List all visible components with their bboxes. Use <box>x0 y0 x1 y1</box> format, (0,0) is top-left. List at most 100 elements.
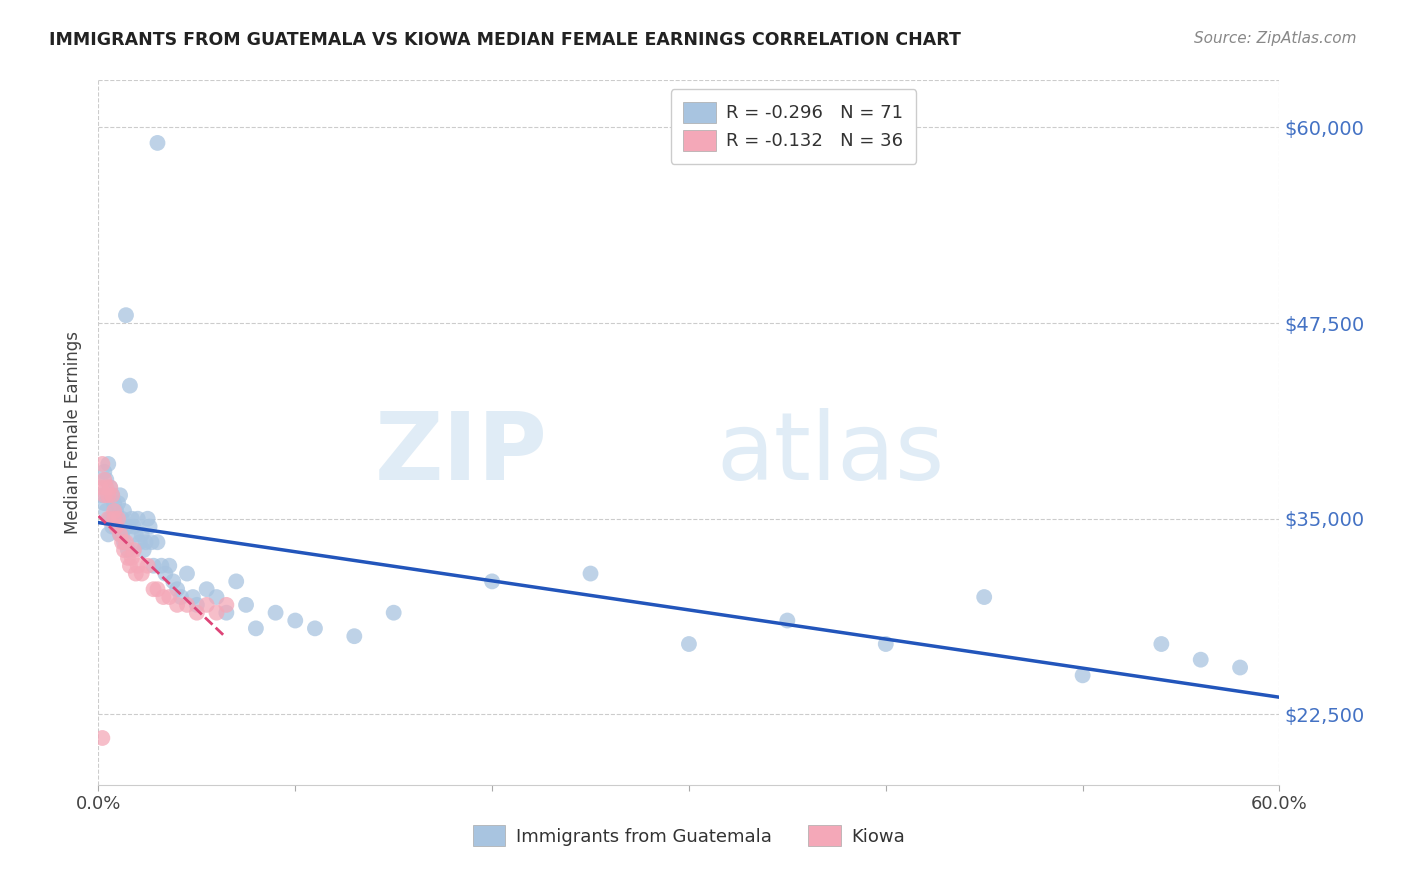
Point <box>166 598 188 612</box>
Point <box>91 488 114 502</box>
Point <box>152 590 174 604</box>
Point <box>136 558 159 573</box>
Point <box>186 606 208 620</box>
Point <box>121 512 143 526</box>
Point <box>157 590 180 604</box>
Point <box>112 543 135 558</box>
Point <box>264 606 287 620</box>
Point <box>111 535 134 549</box>
Point <box>91 457 114 471</box>
Point <box>91 731 114 745</box>
Point <box>205 606 228 620</box>
Point <box>96 504 118 518</box>
Point <box>127 512 149 526</box>
Point <box>141 535 163 549</box>
Point <box>127 558 149 573</box>
Point <box>205 590 228 604</box>
Point <box>166 582 188 597</box>
Point <box>107 512 129 526</box>
Point <box>304 621 326 635</box>
Point <box>98 480 121 494</box>
Point <box>973 590 995 604</box>
Point <box>142 582 165 597</box>
Point <box>245 621 267 635</box>
Point <box>107 496 129 510</box>
Point <box>131 566 153 581</box>
Point <box>115 535 138 549</box>
Point <box>118 558 141 573</box>
Legend: Immigrants from Guatemala, Kiowa: Immigrants from Guatemala, Kiowa <box>465 818 912 854</box>
Point <box>121 550 143 565</box>
Point <box>111 527 134 541</box>
Point <box>132 543 155 558</box>
Point <box>284 614 307 628</box>
Point <box>112 504 135 518</box>
Point <box>103 512 125 526</box>
Point <box>162 574 184 589</box>
Point <box>125 527 148 541</box>
Point <box>112 535 135 549</box>
Point <box>97 527 120 541</box>
Point <box>170 590 193 604</box>
Point <box>131 527 153 541</box>
Point <box>117 519 139 533</box>
Point <box>101 488 124 502</box>
Y-axis label: Median Female Earnings: Median Female Earnings <box>65 331 83 534</box>
Point <box>128 535 150 549</box>
Point <box>195 598 218 612</box>
Point <box>146 582 169 597</box>
Point <box>117 550 139 565</box>
Point <box>97 512 120 526</box>
Point <box>195 582 218 597</box>
Point <box>98 512 121 526</box>
Point <box>122 519 145 533</box>
Text: IMMIGRANTS FROM GUATEMALA VS KIOWA MEDIAN FEMALE EARNINGS CORRELATION CHART: IMMIGRANTS FROM GUATEMALA VS KIOWA MEDIA… <box>49 31 962 49</box>
Point <box>382 606 405 620</box>
Point <box>101 488 124 502</box>
Point <box>93 496 115 510</box>
Point <box>118 378 141 392</box>
Point <box>103 504 125 518</box>
Text: atlas: atlas <box>717 408 945 500</box>
Point <box>107 512 129 526</box>
Point <box>96 473 118 487</box>
Point <box>138 519 160 533</box>
Point <box>115 308 138 322</box>
Point <box>235 598 257 612</box>
Point <box>103 512 125 526</box>
Point <box>98 480 121 494</box>
Point <box>225 574 247 589</box>
Point <box>215 606 238 620</box>
Point <box>155 566 177 581</box>
Point <box>579 566 602 581</box>
Point <box>875 637 897 651</box>
Point <box>93 473 115 487</box>
Point <box>150 558 173 573</box>
Point <box>157 558 180 573</box>
Point <box>1150 637 1173 651</box>
Point <box>186 598 208 612</box>
Point <box>678 637 700 651</box>
Point <box>105 519 128 533</box>
Point <box>146 535 169 549</box>
Point <box>108 488 131 502</box>
Point <box>135 535 157 549</box>
Point <box>89 480 111 494</box>
Point <box>125 566 148 581</box>
Point <box>176 598 198 612</box>
Point <box>111 512 134 526</box>
Point <box>181 590 204 604</box>
Point <box>103 496 125 510</box>
Point <box>776 614 799 628</box>
Point <box>176 566 198 581</box>
Point <box>146 136 169 150</box>
Text: ZIP: ZIP <box>374 408 547 500</box>
Point <box>96 480 118 494</box>
Point <box>105 504 128 518</box>
Point <box>481 574 503 589</box>
Point <box>122 543 145 558</box>
Point <box>101 519 124 533</box>
Point <box>108 527 131 541</box>
Point <box>97 457 120 471</box>
Point <box>1071 668 1094 682</box>
